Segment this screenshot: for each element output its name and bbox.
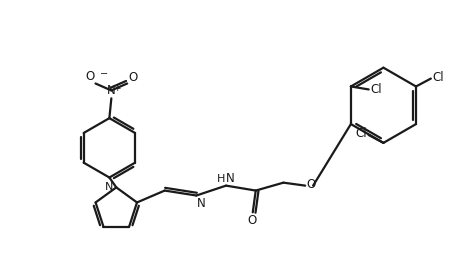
Text: N: N — [105, 183, 114, 193]
Text: O: O — [306, 178, 315, 191]
Text: O: O — [86, 69, 95, 83]
Text: −: − — [101, 69, 109, 79]
Text: N: N — [226, 172, 235, 185]
Text: O: O — [128, 70, 137, 84]
Text: N: N — [107, 84, 116, 97]
Text: N: N — [197, 196, 206, 210]
Text: H: H — [217, 174, 225, 184]
Text: Cl: Cl — [433, 71, 445, 84]
Text: +: + — [114, 84, 121, 93]
Text: Cl: Cl — [355, 128, 367, 140]
Text: O: O — [247, 214, 256, 227]
Text: Cl: Cl — [370, 83, 382, 96]
